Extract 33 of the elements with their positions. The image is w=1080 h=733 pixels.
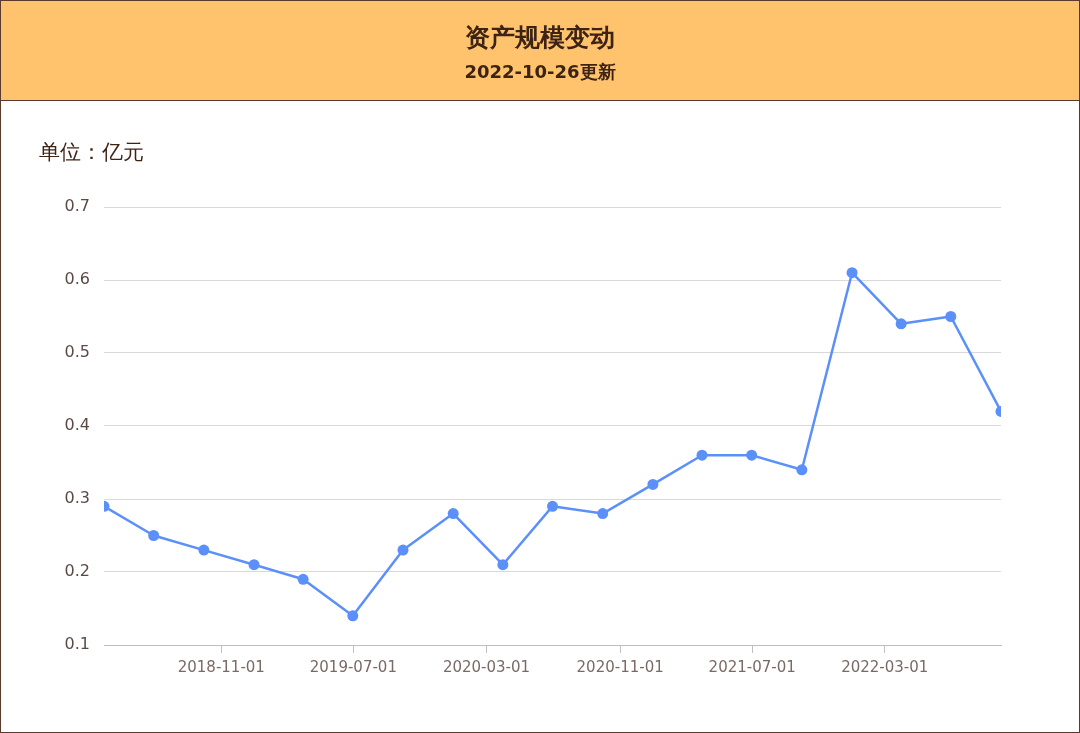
point (347, 610, 359, 622)
y-tick-label: 0.1 (64, 634, 90, 654)
point (547, 500, 558, 512)
point (248, 559, 260, 571)
point (895, 318, 907, 330)
y-tick-label: 0.5 (64, 342, 90, 362)
y-tick-label: 0.3 (64, 488, 90, 508)
x-tick-label: 2019-07-01 (309, 657, 397, 676)
chart-title: 资产规模变动 (464, 22, 616, 54)
y-tick-label: 0.6 (64, 269, 90, 289)
x-tick-label: 2020-03-01 (442, 657, 531, 676)
point (198, 544, 210, 556)
point (297, 573, 309, 585)
point (696, 449, 708, 461)
point (497, 559, 509, 571)
point (597, 508, 609, 520)
point (447, 508, 459, 520)
point (945, 311, 957, 322)
y-tick-label: 0.4 (64, 415, 90, 435)
point (397, 544, 409, 556)
y-axis-title: 单位：亿元 (39, 139, 144, 166)
x-tick-label: 2018-11-01 (177, 657, 265, 676)
point (746, 449, 758, 461)
point (846, 267, 858, 279)
point (148, 530, 160, 541)
point (796, 464, 808, 476)
x-tick-label: 2020-11-01 (576, 657, 664, 676)
point (647, 478, 659, 490)
chart-subtitle: 2022-10-26更新 (463, 60, 617, 84)
y-tick-label: 0.2 (64, 561, 90, 581)
y-tick-label: 0.7 (64, 196, 90, 216)
x-tick-label: 2022-03-01 (841, 657, 929, 676)
x-tick-label: 2021-07-01 (708, 657, 796, 676)
